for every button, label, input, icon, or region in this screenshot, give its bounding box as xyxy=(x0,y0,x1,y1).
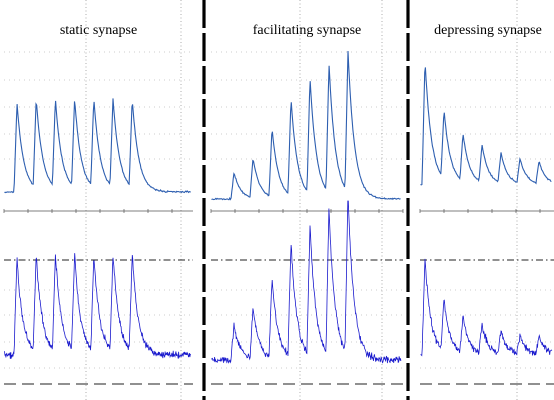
lower-trace-series xyxy=(420,258,553,357)
lower-trace-series xyxy=(211,200,402,364)
panel-3-grid xyxy=(419,0,554,400)
chart-3: depressing synapse xyxy=(420,23,553,357)
chart-title: facilitating synapse xyxy=(253,23,361,38)
chart-2: facilitating synapse xyxy=(211,23,402,364)
upper-trace-series xyxy=(4,98,191,194)
lower-trace-series xyxy=(4,253,191,359)
chart-title: static synapse xyxy=(60,23,137,38)
panel-2-grid xyxy=(210,0,404,400)
chart-1: static synapse xyxy=(4,23,191,359)
upper-trace-series xyxy=(211,50,401,201)
chart-title: depressing synapse xyxy=(434,23,542,38)
panel-1-grid xyxy=(3,0,193,400)
upper-trace-series xyxy=(420,67,552,186)
